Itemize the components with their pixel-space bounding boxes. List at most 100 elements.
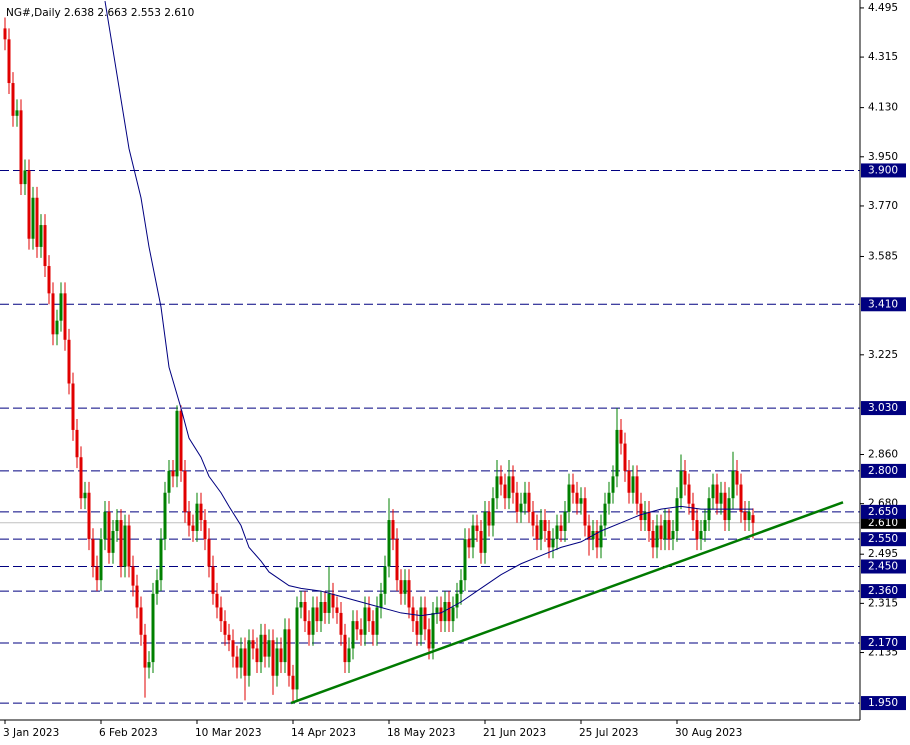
candle-body (647, 511, 651, 531)
candle-body (259, 634, 263, 663)
candle-body (187, 511, 191, 526)
candle-body (31, 197, 35, 239)
candle-body (543, 520, 547, 531)
candle-body (439, 607, 443, 622)
candle-body (611, 476, 615, 493)
candle-body (731, 470, 735, 499)
candle-body (247, 640, 251, 676)
chart-title: NG#,Daily 2.638 2.663 2.553 2.610 (6, 7, 194, 19)
candle-body (191, 525, 195, 531)
candle-body (535, 525, 539, 540)
candle-body (431, 612, 435, 649)
candle-body (475, 525, 479, 531)
candle-body (211, 566, 215, 594)
candle-body (115, 520, 119, 531)
candle-body (311, 607, 315, 635)
y-tick-label: 4.495 (868, 2, 898, 14)
candle-body (235, 656, 239, 668)
candle-body (683, 470, 687, 485)
candle-body (283, 629, 287, 663)
level-box (861, 297, 906, 312)
candle-body (359, 629, 363, 635)
y-tick-label: 2.860 (868, 449, 898, 461)
candle-body (155, 580, 159, 594)
candle-body (327, 593, 331, 613)
candle-body (339, 612, 343, 635)
candle-body (243, 648, 247, 676)
candle-body (135, 585, 139, 608)
level-box (861, 504, 906, 519)
candle-body (691, 503, 695, 521)
candle-body (367, 607, 371, 622)
candle-body (675, 498, 679, 531)
candle-body (23, 170, 27, 185)
candle-body (203, 520, 207, 540)
x-tick-label: 30 Aug 2023 (675, 727, 742, 739)
candle-body (59, 293, 63, 321)
candle-body (587, 525, 591, 540)
candle-body (375, 607, 379, 635)
candle-body (55, 320, 59, 335)
candle-body (423, 607, 427, 630)
candle-body (715, 484, 719, 504)
candle-body (143, 634, 147, 668)
x-tick-label: 25 Jul 2023 (579, 727, 638, 739)
candle-body (519, 503, 523, 512)
candle-body (47, 266, 51, 294)
x-tick-label: 3 Jan 2023 (3, 727, 59, 739)
candle-body (183, 470, 187, 512)
candle-body (507, 476, 511, 499)
level-box (861, 696, 906, 711)
candle-body (395, 539, 399, 581)
level-box (861, 559, 906, 574)
candle-body (571, 484, 575, 493)
x-tick-label: 21 Jun 2023 (483, 727, 546, 739)
level-label: 2.450 (868, 560, 898, 572)
moving-average (104, 1, 753, 617)
candle-body (315, 607, 319, 622)
candle-body (547, 530, 551, 548)
candle-body (79, 457, 83, 499)
candle-body (619, 429, 623, 444)
candle-body (719, 492, 723, 504)
overlay-lines (104, 1, 844, 705)
candle-body (463, 539, 467, 581)
candle-body (563, 511, 567, 531)
candles (3, 17, 755, 704)
candle-body (99, 539, 103, 581)
candle-body (251, 640, 255, 649)
candle-body (603, 503, 607, 526)
candle-body (579, 498, 583, 504)
candle-body (687, 484, 691, 504)
y-tick-label: 2.495 (868, 548, 898, 560)
candle-body (471, 525, 475, 548)
candle-body (255, 648, 259, 663)
candle-body (663, 520, 667, 540)
candle-body (635, 476, 639, 504)
candle-body (227, 634, 231, 641)
level-label: 3.900 (868, 164, 898, 176)
candle-body (487, 511, 491, 526)
level-box (861, 163, 906, 178)
candle-body (739, 484, 743, 512)
x-tick-label: 18 May 2023 (387, 727, 455, 739)
candle-body (539, 520, 543, 540)
candle-body (355, 621, 359, 630)
level-label: 3.410 (868, 298, 898, 310)
candle-body (491, 498, 495, 526)
candle-body (427, 629, 431, 649)
candle-body (75, 429, 79, 458)
y-tick-label: 4.130 (868, 102, 898, 114)
candle-body (263, 634, 267, 657)
candle-body (443, 602, 447, 622)
candle-body (671, 530, 675, 540)
candle-body (159, 539, 163, 581)
candle-body (531, 511, 535, 526)
candle-body (239, 648, 243, 668)
candle-body (651, 530, 655, 548)
candle-body (7, 39, 11, 84)
candle-body (735, 470, 739, 485)
candle-body (503, 484, 507, 499)
candle-body (95, 566, 99, 581)
